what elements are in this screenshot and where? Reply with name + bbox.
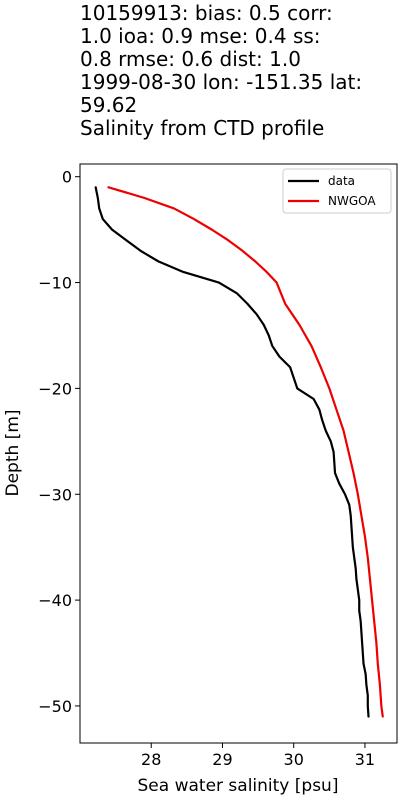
- title-line-6: Salinity from CTD profile: [80, 116, 325, 140]
- x-tick-label: 31: [355, 750, 375, 769]
- x-axis-label: Sea water salinity [psu]: [138, 776, 339, 796]
- legend: data NWGOA: [282, 168, 392, 214]
- title-line-2: 1.0 ioa: 0.9 mse: 0.4 ss:: [80, 24, 321, 48]
- title-line-5: 59.62: [80, 93, 138, 117]
- y-tick-label: −40: [38, 591, 72, 610]
- title-line-3: 0.8 rmse: 0.6 dist: 1.0: [80, 47, 301, 71]
- x-tick-label: 29: [212, 750, 232, 769]
- chart-title: 10159913: bias: 0.5 corr: 1.0 ioa: 0.9 m…: [80, 2, 398, 140]
- x-axis-ticks: 28 29 30 31: [141, 743, 375, 769]
- title-line-1: 10159913: bias: 0.5 corr:: [80, 1, 333, 25]
- legend-label-data: data: [328, 174, 355, 188]
- legend-label-nwgoa: NWGOA: [328, 194, 376, 208]
- y-tick-label: −10: [38, 274, 72, 293]
- y-tick-label: −30: [38, 485, 72, 504]
- y-tick-label: −20: [38, 379, 72, 398]
- y-axis-ticks: 0 −10 −20 −30 −40 −50: [38, 168, 80, 716]
- title-line-4: 1999-08-30 lon: -151.35 lat:: [80, 70, 363, 94]
- y-tick-label: 0: [62, 168, 72, 187]
- series-line-nwgoa: [107, 186, 384, 718]
- y-tick-label: −50: [38, 697, 72, 716]
- x-tick-label: 30: [284, 750, 304, 769]
- x-tick-label: 28: [141, 750, 161, 769]
- series-line-data: [94, 186, 370, 718]
- plot-frame: [79, 163, 398, 744]
- y-axis-label: Depth [m]: [3, 409, 23, 496]
- plot-marks: [94, 186, 384, 718]
